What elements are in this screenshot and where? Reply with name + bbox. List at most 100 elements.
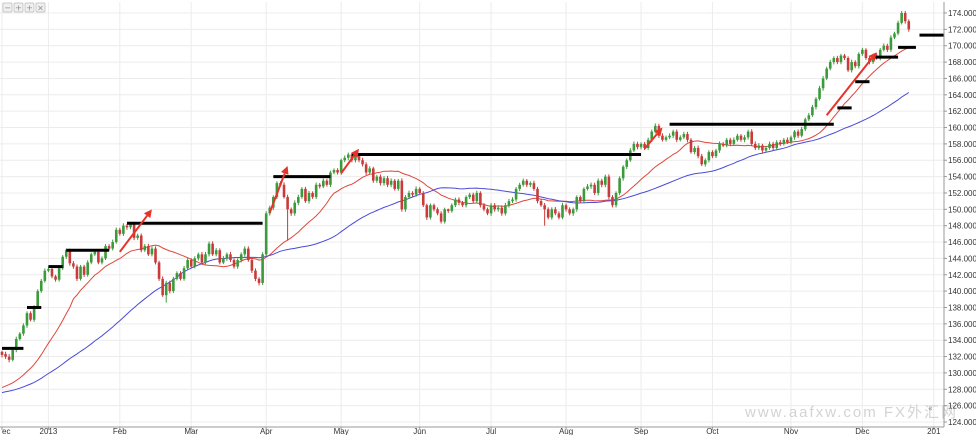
candle-body — [618, 178, 621, 193]
candle-body — [782, 139, 786, 144]
y-tick-label: 138.000 — [948, 303, 976, 312]
x-tick-label: Oct — [706, 427, 719, 435]
reset-zoom-icon[interactable]: + — [24, 2, 35, 13]
zoom-in-button[interactable] — [13, 2, 24, 13]
candle-body — [596, 180, 600, 193]
breakout-arrow-head — [351, 148, 359, 158]
candle-body — [550, 209, 554, 218]
y-tick-label: 136.000 — [948, 320, 976, 329]
candle-body — [771, 143, 775, 148]
candle-body — [661, 135, 664, 140]
candle-body — [172, 278, 175, 292]
candle-body — [400, 180, 404, 210]
candle-body — [579, 197, 582, 202]
candle-body — [903, 13, 907, 22]
y-tick-label: 172.000 — [948, 25, 976, 34]
candle-body — [432, 205, 436, 210]
candle-body — [703, 160, 707, 165]
candle-body — [239, 254, 243, 261]
candle-body — [297, 197, 300, 203]
candle-body — [689, 139, 693, 153]
reset-zoom-button[interactable] — [24, 2, 35, 13]
candle-body — [893, 33, 896, 38]
candle-body — [125, 225, 129, 228]
zoom-out-button[interactable] — [2, 2, 13, 13]
candle-body — [436, 209, 439, 214]
y-tick-label: 156.000 — [948, 156, 976, 165]
zoom-in-icon-glyph: + — [15, 4, 22, 13]
y-tick-label: 152.000 — [948, 189, 976, 198]
candle-body — [361, 160, 364, 165]
zoom-in-icon[interactable]: + — [13, 2, 24, 13]
candle-body — [293, 202, 297, 214]
candle-body — [486, 209, 489, 214]
candle-body — [47, 269, 50, 271]
candle-body — [118, 229, 122, 234]
candle-body — [457, 199, 461, 203]
candle-body — [700, 156, 704, 165]
candle-body — [743, 137, 746, 140]
candle-body — [393, 180, 396, 189]
candle-body — [514, 188, 518, 200]
candle-body — [222, 258, 225, 263]
candle-body — [418, 188, 421, 193]
candle-body — [489, 205, 493, 214]
zoom-out-icon[interactable]: − — [2, 2, 13, 13]
candle-body — [93, 251, 97, 255]
x-tick-label: Aug — [559, 427, 573, 435]
candle-body — [521, 180, 525, 185]
y-tick-label: 150.000 — [948, 205, 976, 214]
y-tick-label: 158.000 — [948, 140, 976, 149]
candle-body — [878, 49, 882, 58]
candle-body — [386, 178, 389, 185]
candle-body — [282, 184, 286, 198]
candle-body — [164, 282, 168, 296]
candle-body — [64, 250, 68, 257]
candle-body — [714, 150, 718, 157]
candle-body — [364, 164, 368, 173]
candle-body — [0, 351, 4, 355]
candle-body — [375, 176, 379, 181]
candle-body — [571, 209, 575, 214]
candle-body — [225, 254, 229, 259]
candle-body — [750, 131, 753, 144]
candle-body — [529, 183, 532, 185]
candle-body — [311, 192, 314, 198]
candle-body — [229, 254, 232, 261]
candle-body — [614, 192, 618, 206]
candle-body — [732, 139, 736, 144]
close-icon[interactable]: × — [35, 2, 46, 13]
candle-body — [354, 156, 357, 161]
candle-body — [668, 135, 671, 138]
candle-body — [104, 246, 107, 259]
candle-body — [25, 313, 29, 326]
y-tick-label: 142.000 — [948, 271, 976, 280]
candle-body — [207, 243, 211, 255]
candle-body — [746, 131, 750, 138]
candle-body — [32, 307, 36, 320]
candle-body — [332, 170, 336, 173]
chart-toolbar: − + + × — [2, 2, 46, 13]
candle-body — [243, 248, 247, 255]
close-button[interactable] — [35, 2, 46, 13]
candle-body — [586, 186, 589, 189]
scroll-left-icon[interactable]: « — [928, 404, 933, 413]
x-tick-label: Apr — [260, 427, 273, 435]
candle-body — [686, 134, 689, 140]
candle-body — [204, 254, 207, 263]
y-tick-label: 126.000 — [948, 402, 976, 411]
watermark: www.aafxw.com FX外汇网 — [744, 404, 956, 421]
y-tick-label: 144.000 — [948, 254, 976, 263]
candle-body — [889, 37, 893, 50]
candle-body — [79, 266, 82, 279]
x-tick-label: Sep — [634, 427, 649, 435]
candle-body — [318, 184, 322, 187]
candle-body — [193, 258, 197, 267]
candle-body — [182, 268, 186, 279]
candle-body — [114, 229, 118, 243]
candle-body — [557, 213, 561, 218]
candle-body — [161, 278, 164, 296]
y-tick-label: 160.000 — [948, 124, 976, 133]
candle-body — [371, 168, 375, 181]
